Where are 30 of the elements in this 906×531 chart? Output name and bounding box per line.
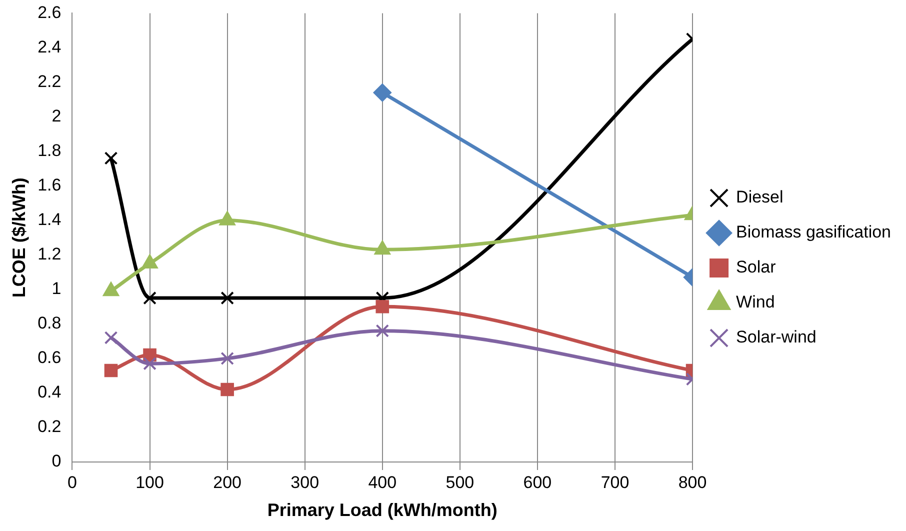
- legend-label: Biomass gasification: [736, 222, 892, 242]
- y-tick-label: 2.2: [38, 72, 62, 91]
- x-tick-label: 0: [68, 472, 77, 492]
- y-tick-label: 0.6: [38, 348, 62, 368]
- y-tick-label: 2: [52, 106, 62, 126]
- x-tick-label: 600: [523, 472, 552, 492]
- legend-label: Wind: [736, 292, 775, 312]
- x-axis-title: Primary Load (kWh/month): [267, 500, 498, 520]
- x-tick-label: 400: [368, 472, 397, 492]
- x-tick-label: 700: [600, 472, 630, 492]
- x-tick-label: 100: [136, 472, 164, 492]
- x-tick-label: 500: [446, 472, 474, 492]
- x-tick-label: 300: [290, 472, 320, 492]
- y-tick-label: 0.4: [38, 382, 62, 402]
- y-tick-label: 0: [52, 452, 62, 471]
- legend-label: Diesel: [736, 188, 784, 207]
- y-tick-label: 0.8: [38, 314, 62, 333]
- y-tick-label: 2.4: [38, 37, 62, 56]
- y-tick-label: 0.2: [38, 417, 62, 436]
- y-axis-title: LCOE ($/kWh): [8, 178, 29, 298]
- x-tick-label: 200: [213, 472, 242, 492]
- y-tick-label: 1.8: [38, 140, 62, 160]
- y-tick-label: 2.6: [38, 2, 62, 22]
- legend-label: Solar-wind: [736, 328, 816, 347]
- x-tick-label: 800: [678, 472, 707, 492]
- y-tick-label: 1.6: [38, 176, 62, 195]
- y-tick-label: 1.2: [38, 244, 62, 264]
- legend-label: Solar: [736, 258, 776, 277]
- y-tick-label: 1.4: [38, 210, 62, 230]
- y-tick-label: 1: [52, 279, 62, 298]
